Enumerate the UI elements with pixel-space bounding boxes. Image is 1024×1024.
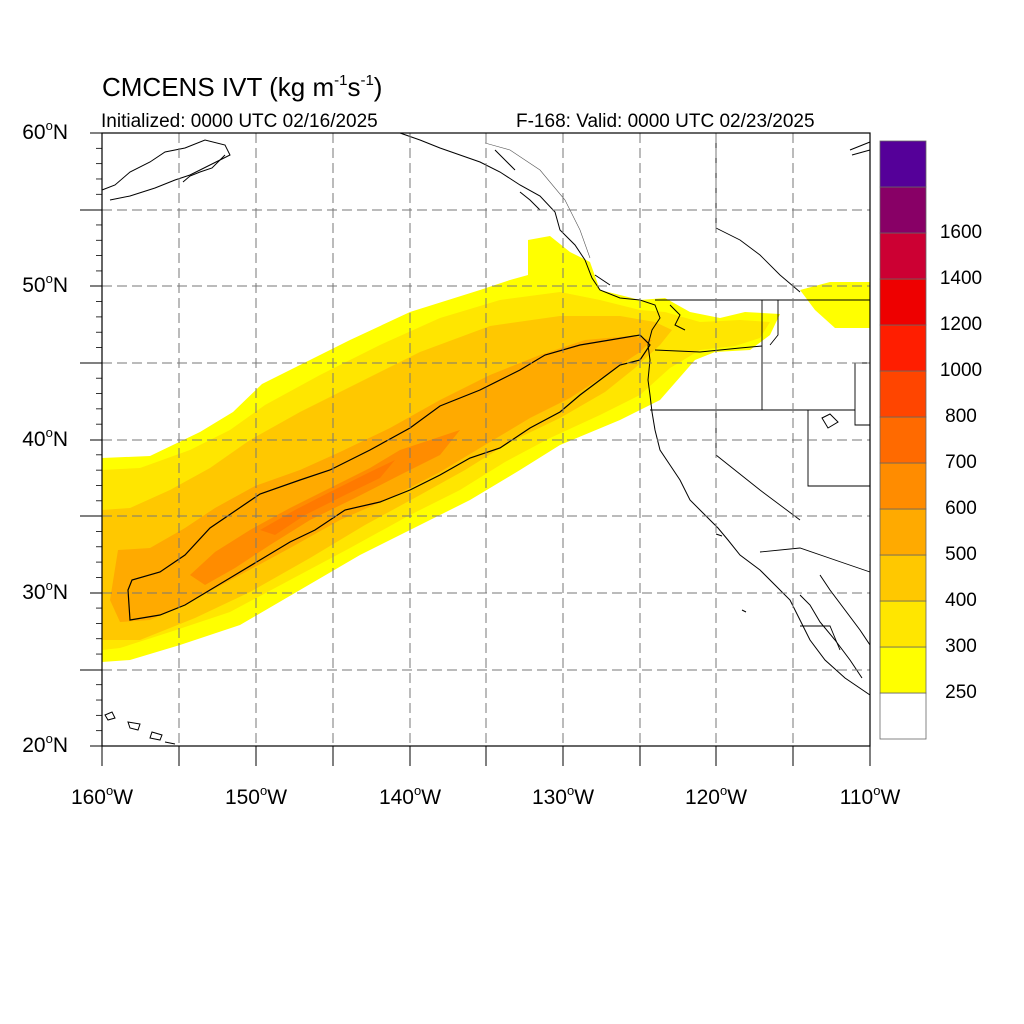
colorbar-swatch bbox=[879, 140, 927, 188]
colorbar-label: 700 bbox=[945, 452, 977, 473]
lat-label-30: 30oN bbox=[22, 578, 68, 604]
lon-label-160w: 160oW bbox=[70, 783, 134, 809]
lon-label-140w: 140oW bbox=[378, 783, 442, 809]
ivt-500-contour bbox=[127, 334, 651, 621]
colorbar-swatch bbox=[879, 186, 927, 234]
colorbar-label: 250 bbox=[945, 682, 977, 703]
lat-label-40: 40oN bbox=[22, 425, 68, 451]
lon-label-120w: 120oW bbox=[684, 783, 748, 809]
colorbar-label: 1200 bbox=[939, 314, 983, 335]
axis-ticks bbox=[80, 132, 871, 766]
lon-label-130w: 130oW bbox=[531, 783, 595, 809]
colorbar-label: 600 bbox=[945, 498, 977, 519]
colorbar-swatch bbox=[879, 554, 927, 602]
colorbar-label: 1600 bbox=[939, 222, 983, 243]
colorbar-swatch bbox=[879, 232, 927, 280]
colorbar-swatch bbox=[879, 416, 927, 464]
colorbar-swatch bbox=[879, 600, 927, 648]
coastlines bbox=[101, 132, 871, 745]
lon-label-150w: 150oW bbox=[224, 783, 288, 809]
colorbar-label: 500 bbox=[945, 544, 977, 565]
colorbar-swatch bbox=[879, 692, 927, 740]
colorbar-label: 300 bbox=[945, 636, 977, 657]
colorbar-label: 1400 bbox=[939, 268, 983, 289]
colorbar-label: 1000 bbox=[939, 360, 983, 381]
ivt-band-650 bbox=[260, 460, 395, 535]
init-time-label: Initialized: 0000 UTC 02/16/2025 bbox=[101, 111, 378, 132]
thin-borders bbox=[484, 142, 591, 259]
colorbar-swatch bbox=[879, 462, 927, 510]
graticule bbox=[102, 133, 870, 746]
ivt-band-250-east bbox=[800, 282, 870, 328]
lat-label-60: 60oN bbox=[22, 118, 68, 144]
lon-label-110w: 110oW bbox=[839, 783, 901, 809]
political-borders bbox=[650, 133, 871, 651]
valid-time-label: F-168: Valid: 0000 UTC 02/23/2025 bbox=[516, 111, 815, 132]
colorbar-swatch bbox=[879, 508, 927, 556]
ivt-band-600 bbox=[190, 430, 460, 585]
colorbar-swatch bbox=[879, 278, 927, 326]
colorbar-label: 800 bbox=[945, 406, 977, 427]
ivt-shading bbox=[102, 236, 870, 662]
lat-label-20: 20oN bbox=[22, 731, 68, 757]
minor-ticks bbox=[96, 147, 102, 732]
plot-title: CMCENS IVT (kg m-1s-1) bbox=[102, 72, 383, 102]
colorbar bbox=[879, 140, 927, 740]
colorbar-swatch bbox=[879, 646, 927, 694]
colorbar-swatch bbox=[879, 324, 927, 372]
colorbar-label: 400 bbox=[945, 590, 977, 611]
lat-label-50: 50oN bbox=[22, 271, 68, 297]
colorbar-swatch bbox=[879, 370, 927, 418]
